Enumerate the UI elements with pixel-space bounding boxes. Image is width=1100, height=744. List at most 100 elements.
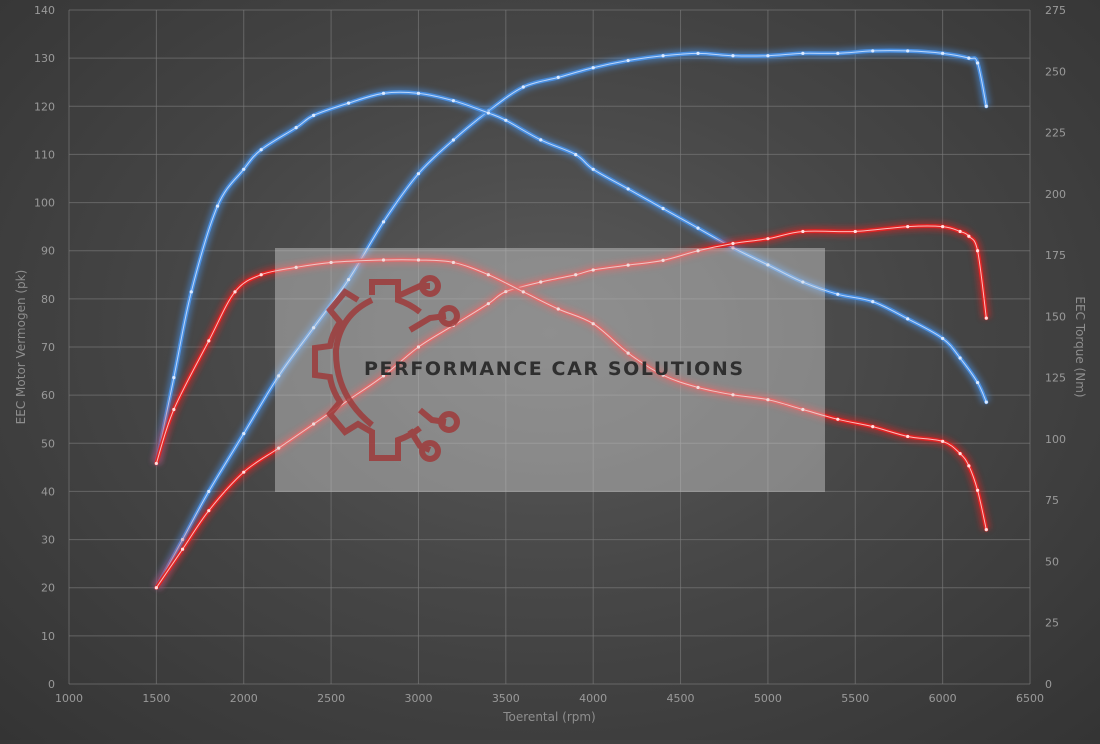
x-tick-label: 5000	[754, 692, 782, 705]
series-point	[731, 54, 735, 58]
series-point	[801, 407, 805, 412]
watermark-text: PERFORMANCE CAR SOLUTIONS	[364, 358, 745, 380]
y-left-tick-label: 80	[41, 293, 55, 306]
series-point	[967, 464, 971, 468]
series-point	[975, 249, 980, 253]
x-tick-label: 3000	[404, 692, 432, 705]
y-axis-right-title: EEC Torque (Nm)	[1073, 296, 1087, 397]
x-axis-title: Toerental (rpm)	[502, 710, 595, 724]
series-lines	[151, 46, 991, 591]
series-point	[521, 290, 525, 294]
series-point	[312, 422, 316, 426]
series-point	[906, 225, 910, 229]
series-point	[381, 91, 386, 95]
series-point	[451, 99, 455, 103]
y-left-tick-label: 130	[34, 52, 55, 65]
x-tick-label: 2000	[230, 692, 258, 705]
series-point	[661, 54, 665, 58]
y-left-tick-label: 10	[41, 630, 55, 643]
y-right-tick-label: 75	[1045, 494, 1059, 507]
series-point	[958, 229, 962, 234]
y-axis-left-title: EEC Motor Vermogen (pk)	[14, 270, 28, 425]
x-tick-label: 2500	[317, 692, 345, 705]
series-point	[486, 111, 490, 115]
series-point	[381, 220, 386, 224]
series-stock-power	[152, 221, 991, 591]
series-point	[242, 432, 246, 436]
series-point	[556, 307, 560, 311]
series-point	[661, 373, 665, 377]
series-point	[591, 268, 595, 272]
series-point	[207, 509, 211, 513]
series-point	[207, 489, 211, 494]
y-right-tick-label: 175	[1045, 249, 1066, 262]
series-tuned-power	[152, 46, 991, 590]
series-point	[539, 138, 543, 142]
series-point	[975, 488, 980, 492]
series-point	[277, 374, 281, 378]
series-point	[486, 302, 490, 306]
series-point	[591, 167, 595, 171]
series-stock-torque	[152, 255, 991, 532]
y-right-tick-label: 275	[1045, 4, 1066, 17]
series-point	[539, 280, 543, 284]
series-point	[958, 356, 962, 360]
x-tick-label: 5500	[841, 692, 869, 705]
series-point	[967, 234, 971, 238]
series-point	[836, 292, 840, 296]
series-point	[172, 407, 176, 412]
series-point	[591, 322, 595, 326]
y-left-tick-label: 120	[34, 100, 55, 113]
series-point	[486, 273, 490, 277]
series-point	[172, 376, 176, 380]
series-point	[294, 126, 298, 130]
series-point	[626, 351, 630, 355]
y-left-tick-label: 100	[34, 197, 55, 210]
series-point	[984, 316, 988, 320]
series-tuned-torque	[151, 87, 991, 466]
series-highlight	[155, 225, 987, 588]
series-point	[801, 280, 805, 284]
x-tick-label: 1000	[55, 692, 83, 705]
series-point	[836, 417, 840, 421]
series-point	[521, 85, 525, 89]
series-point	[346, 278, 351, 282]
y-right-tick-label: 25	[1045, 617, 1059, 630]
series-point	[941, 336, 945, 341]
series-highlight	[155, 259, 987, 530]
series-point	[504, 290, 508, 294]
watermark-panel	[275, 248, 825, 492]
y-left-tick-label: 90	[41, 245, 55, 258]
series-point	[661, 258, 665, 262]
series-point	[416, 172, 421, 176]
series-point	[381, 374, 386, 378]
series-point	[871, 49, 875, 53]
y-left-tick-label: 30	[41, 534, 55, 547]
series-point	[696, 249, 700, 253]
x-tick-label: 6500	[1016, 692, 1044, 705]
series-point	[801, 51, 805, 55]
series-point	[451, 138, 455, 142]
series-point	[626, 58, 630, 63]
series-point	[984, 104, 988, 108]
series-point	[967, 56, 971, 60]
x-tick-label: 4000	[579, 692, 607, 705]
series-point	[906, 49, 910, 53]
series-point	[504, 118, 508, 122]
y-right-tick-label: 50	[1045, 555, 1059, 568]
series-point	[626, 263, 630, 267]
x-tick-label: 4500	[667, 692, 695, 705]
series-point	[853, 229, 857, 234]
y-right-tick-label: 150	[1045, 310, 1066, 323]
series-point	[696, 51, 700, 55]
x-tick-label: 1500	[142, 692, 170, 705]
y-left-tick-label: 140	[34, 4, 55, 17]
series-point	[312, 113, 316, 117]
series-point	[207, 339, 211, 343]
series-point	[984, 400, 988, 404]
series-point	[941, 439, 945, 443]
y-right-tick-label: 250	[1045, 65, 1066, 78]
series-point	[556, 75, 560, 79]
